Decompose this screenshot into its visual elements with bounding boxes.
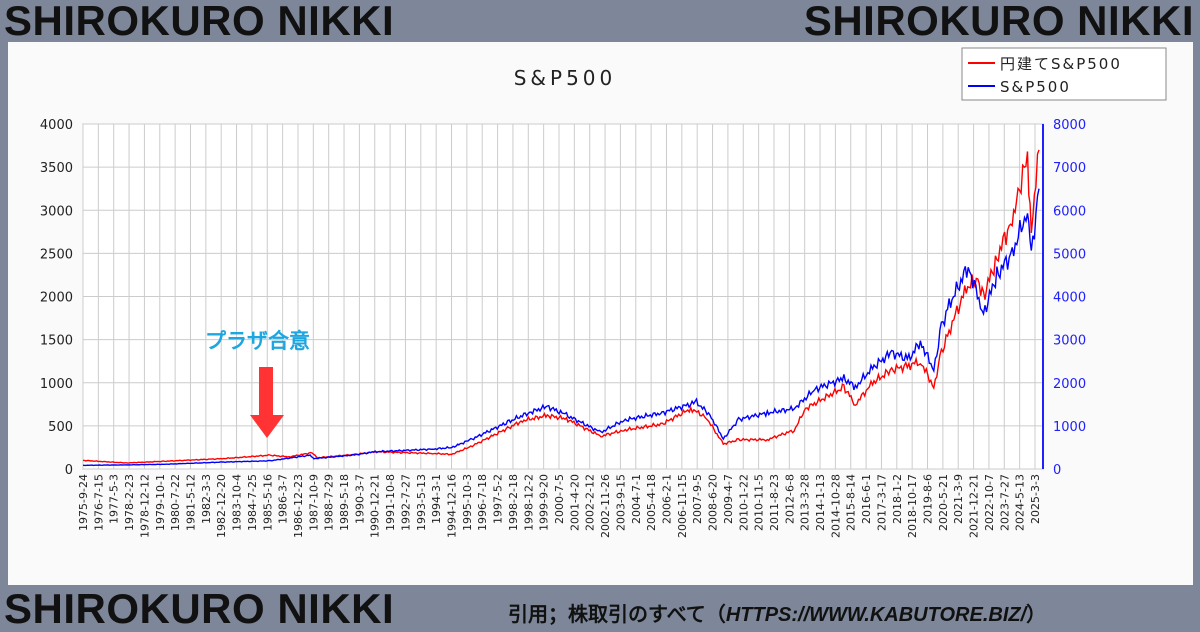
x-tick-label: 2000-7-5 <box>553 474 566 524</box>
x-tick-label: 2003-9-15 <box>614 474 627 531</box>
x-tick-label: 1983-10-4 <box>231 474 244 531</box>
y-left-tick-label: 1000 <box>40 377 73 392</box>
x-tick-label: 1991-10-8 <box>384 474 397 531</box>
series-line-yen-sp500 <box>83 149 1040 464</box>
legend-label-usd: S&P500 <box>1000 78 1071 96</box>
citation-url: HTTPS://WWW.KABUTORE.BIZ/ <box>725 604 1027 626</box>
x-tick-label: 2002-11-26 <box>599 474 612 538</box>
x-tick-label: 2019-8-6 <box>922 474 935 524</box>
x-tick-label: 2002-2-12 <box>584 474 597 531</box>
brand-watermark-bottom-left: SHIROKURO NIKKI <box>4 585 395 632</box>
x-tick-label: 1984-7-25 <box>246 474 259 531</box>
y-right-tick-label: 2000 <box>1053 377 1086 392</box>
y-left-tick-label: 3500 <box>40 161 73 176</box>
x-tick-label: 2012-6-8 <box>783 474 796 524</box>
x-tick-label: 2005-4-18 <box>645 474 658 531</box>
x-tick-label: 2024-5-13 <box>1014 474 1027 531</box>
x-tick-label: 1987-10-9 <box>307 474 320 531</box>
x-tick-label: 1979-10-1 <box>154 474 167 531</box>
x-tick-label: 2004-7-1 <box>630 474 643 524</box>
y-right-tick-label: 1000 <box>1053 420 1086 435</box>
x-tick-label: 1996-7-18 <box>476 474 489 531</box>
y-left-tick-label: 2500 <box>40 247 73 262</box>
x-tick-label: 1998-12-2 <box>522 474 535 531</box>
citation-prefix: 引用；株取引のすべて（ <box>508 602 726 626</box>
y-left-tick-label: 1500 <box>40 334 73 349</box>
x-tick-label: 1986-3-7 <box>277 474 290 524</box>
x-tick-label: 1976-7-15 <box>92 474 105 531</box>
x-tick-label: 1995-10-3 <box>461 474 474 531</box>
x-tick-label: 2011-8-23 <box>768 474 781 531</box>
x-tick-label: 1989-5-18 <box>338 474 351 531</box>
arrow-down-icon <box>250 367 284 438</box>
x-tick-label: 2013-3-28 <box>799 474 812 531</box>
x-tick-label: 2015-8-14 <box>845 474 858 531</box>
y-left-tick-label: 2000 <box>40 291 73 306</box>
x-tick-label: 1999-9-20 <box>538 474 551 531</box>
x-tick-label: 2009-4-7 <box>722 474 735 524</box>
y-right-tick-label: 6000 <box>1053 204 1086 219</box>
x-tick-label: 2008-6-20 <box>707 474 720 531</box>
x-tick-label: 2010-1-22 <box>737 474 750 531</box>
chart-title: S&P500 <box>514 66 617 90</box>
x-tick-label: 1994-3-1 <box>430 474 443 524</box>
plaza-accord-label: プラザ合意 <box>205 329 310 353</box>
x-tick-label: 2018-10-17 <box>906 474 919 538</box>
x-tick-label: 2016-6-1 <box>860 474 873 524</box>
brand-watermark-top-left: SHIROKURO NIKKI <box>4 0 395 44</box>
y-left-tick-label: 3000 <box>40 204 73 219</box>
x-tick-label: 1992-7-27 <box>399 474 412 531</box>
x-tick-label: 1975-9-24 <box>77 474 90 531</box>
x-tick-label: 1988-7-29 <box>323 474 336 531</box>
x-tick-label: 2006-2-1 <box>660 474 673 524</box>
y-left-tick-label: 0 <box>65 463 73 478</box>
y-right-tick-label: 8000 <box>1053 118 1086 133</box>
x-tick-label: 2020-5-21 <box>937 474 950 531</box>
y-right-tick-label: 5000 <box>1053 247 1086 262</box>
x-tick-label: 2023-7-27 <box>998 474 1011 531</box>
x-tick-label: 1978-2-23 <box>123 474 136 531</box>
x-tick-label: 2017-3-17 <box>875 474 888 531</box>
x-tick-label: 1994-12-16 <box>446 474 459 538</box>
x-tick-label: 1982-12-20 <box>215 474 228 538</box>
x-tick-label: 1986-12-23 <box>292 474 305 538</box>
y-right-tick-label: 4000 <box>1053 291 1086 306</box>
legend: 円建てS&P500 S&P500 <box>961 47 1167 101</box>
x-tick-label: 2006-11-15 <box>676 474 689 538</box>
y-right-tick-label: 7000 <box>1053 161 1086 176</box>
x-tick-label: 1985-5-16 <box>261 474 274 531</box>
brand-watermark-top-right: SHIROKURO NIKKI <box>803 0 1194 44</box>
x-tick-label: 1990-12-21 <box>369 474 382 538</box>
y-left-tick-label: 500 <box>48 420 73 435</box>
x-tick-label: 1980-7-22 <box>169 474 182 531</box>
x-tick-label: 1977-5-3 <box>108 474 121 524</box>
x-tick-label: 2014-1-13 <box>814 474 827 531</box>
x-tick-label: 1997-5-2 <box>492 474 505 524</box>
legend-label-yen: 円建てS&P500 <box>1000 55 1122 73</box>
y-right-tick-label: 0 <box>1053 463 1061 478</box>
x-tick-label: 2021-12-21 <box>968 474 981 538</box>
x-tick-label: 1981-5-12 <box>184 474 197 531</box>
citation-suffix: ） <box>1026 602 1047 626</box>
x-tick-label: 2021-3-9 <box>952 474 965 524</box>
x-tick-label: 2001-4-20 <box>568 474 581 531</box>
series-line-usd-sp500 <box>82 188 1040 467</box>
y-left-tick-label: 4000 <box>40 118 73 133</box>
x-tick-label: 1982-3-3 <box>200 474 213 524</box>
citation: 引用；株取引のすべて（HTTPS://WWW.KABUTORE.BIZ/） <box>508 598 1046 627</box>
y-right-tick-label: 3000 <box>1053 334 1086 349</box>
x-tick-label: 2014-10-28 <box>829 474 842 538</box>
x-tick-label: 2025-3-3 <box>1029 474 1042 524</box>
x-tick-label: 2018-1-2 <box>891 474 904 524</box>
x-tick-label: 1990-3-7 <box>353 474 366 524</box>
x-tick-label: 2010-11-5 <box>753 474 766 531</box>
x-tick-label: 2007-9-5 <box>691 474 704 524</box>
x-tick-label: 1993-5-13 <box>415 474 428 531</box>
x-tick-label: 1978-12-12 <box>138 474 151 538</box>
x-tick-label: 2022-10-7 <box>983 474 996 531</box>
x-tick-label: 1998-2-18 <box>507 474 520 531</box>
